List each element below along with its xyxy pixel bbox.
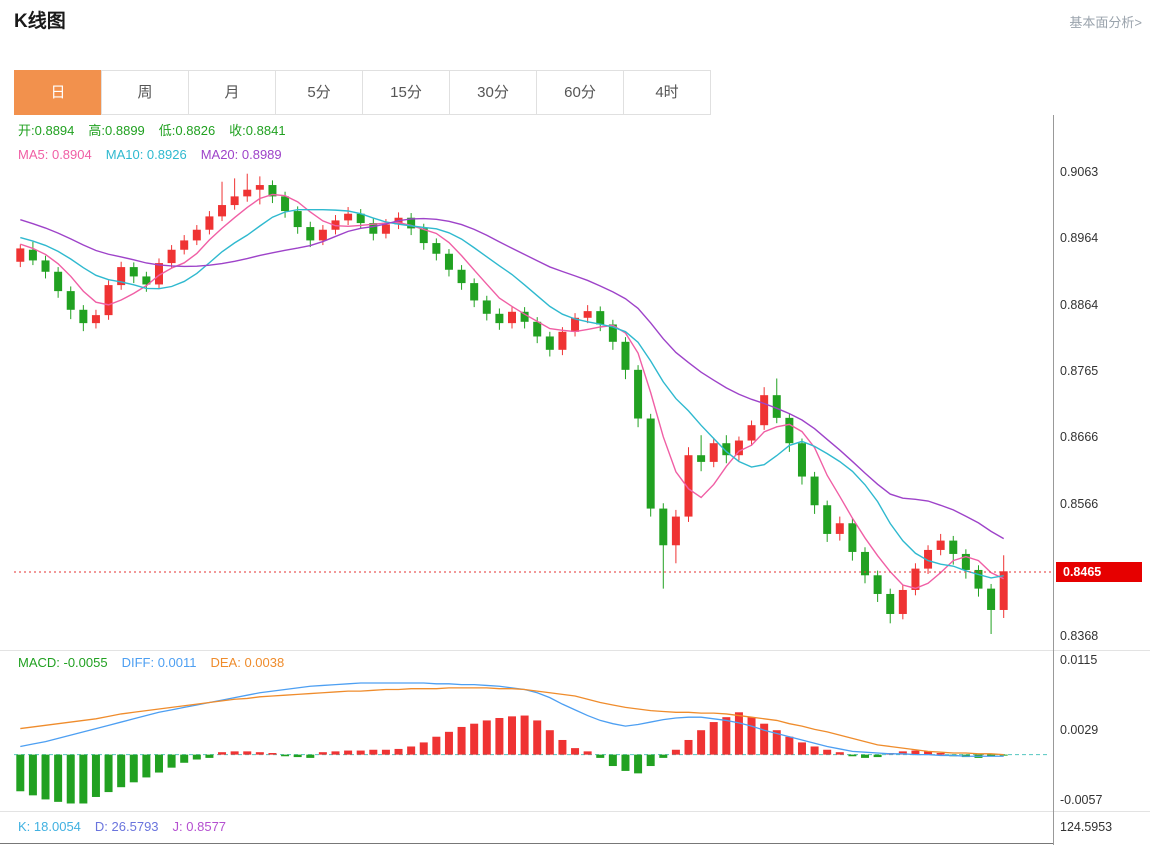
macd-legend: MACD: -0.0055 DIFF: 0.0011 DEA: 0.0038 <box>18 655 298 670</box>
j-label: J: <box>172 819 187 834</box>
macd-value: -0.0055 <box>63 655 108 670</box>
page-title: K线图 <box>14 11 66 32</box>
low-value: 0.8826 <box>175 123 216 138</box>
tab-月[interactable]: 月 <box>188 70 276 115</box>
ma5-label: MA5: <box>18 147 52 162</box>
y-axis-label-macd: 0.0029 <box>1060 723 1099 738</box>
legend-k: K: 18.0054 <box>18 819 81 834</box>
diff-label: DIFF: <box>121 655 158 670</box>
legend-diff: DIFF: 0.0011 <box>122 655 197 670</box>
legend-macd: MACD: -0.0055 <box>18 655 108 670</box>
close-value: 0.8841 <box>245 123 286 138</box>
legend-high: 高:0.8899 <box>88 123 144 138</box>
y-axis-label-main: 0.8566 <box>1060 496 1099 511</box>
ma5-value: 0.8904 <box>51 147 92 162</box>
k-label: K: <box>18 819 34 834</box>
j-value: 0.8577 <box>186 819 227 834</box>
legend-j: J: 0.8577 <box>173 819 227 834</box>
low-label: 低: <box>158 123 176 138</box>
tab-4时[interactable]: 4时 <box>623 70 711 115</box>
y-axis-label-kdj: 124.5953 <box>1060 820 1113 834</box>
ma20-label: MA20: <box>200 147 242 162</box>
y-axis-label-main: 0.9063 <box>1060 165 1099 180</box>
close-label: 收: <box>229 123 246 138</box>
y-axis-label-main: 0.8864 <box>1060 297 1099 312</box>
tab-15分[interactable]: 15分 <box>362 70 450 115</box>
legend-low: 低:0.8826 <box>159 123 215 138</box>
ma10-value: 0.8926 <box>146 147 187 162</box>
legend-close: 收:0.8841 <box>229 123 285 138</box>
dea-label: DEA: <box>210 655 245 670</box>
tab-周[interactable]: 周 <box>101 70 189 115</box>
open-value: 0.8894 <box>34 123 75 138</box>
macd-label: MACD: <box>18 655 64 670</box>
tab-5分[interactable]: 5分 <box>275 70 363 115</box>
ma20-value: 0.8989 <box>241 147 282 162</box>
dea-value: 0.0038 <box>244 655 285 670</box>
tab-日[interactable]: 日 <box>14 70 102 115</box>
y-axis-label-main: 0.8765 <box>1060 363 1099 378</box>
tab-60分[interactable]: 60分 <box>536 70 624 115</box>
y-axis-label-main: 0.8964 <box>1060 231 1099 246</box>
ma10-label: MA10: <box>105 147 147 162</box>
d-label: D: <box>94 819 112 834</box>
d-value: 26.5793 <box>111 819 159 834</box>
y-axis-label-macd: 0.0115 <box>1060 652 1098 667</box>
ma-legend: MA5: 0.8904 MA10: 0.8926 MA20: 0.8989 <box>18 147 296 162</box>
legend-ma5: MA5: 0.8904 <box>18 147 92 162</box>
y-axis-label-main: 0.8368 <box>1060 628 1099 643</box>
high-value: 0.8899 <box>105 123 145 138</box>
kdj-legend: K: 18.0054 D: 26.5793 J: 0.8577 <box>18 819 240 834</box>
high-label: 高: <box>88 123 106 138</box>
tab-30分[interactable]: 30分 <box>449 70 537 115</box>
last-price-tag: 0.8465 <box>1056 561 1142 582</box>
diff-value: 0.0011 <box>157 655 197 670</box>
fundamental-analysis-link[interactable]: 基本面分析> <box>1069 15 1142 30</box>
y-axis-label-main: 0.8666 <box>1060 429 1099 444</box>
legend-open: 开:0.8894 <box>18 123 74 138</box>
open-label: 开: <box>18 123 35 138</box>
legend-dea: DEA: 0.0038 <box>211 655 285 670</box>
legend-ma10: MA10: 0.8926 <box>106 147 187 162</box>
k-value: 18.0054 <box>33 819 81 834</box>
legend-ma20: MA20: 0.8989 <box>201 147 282 162</box>
y-axis-label-macd: -0.0057 <box>1060 793 1103 808</box>
ohlc-legend: 开:0.8894 高:0.8899 低:0.8826 收:0.8841 <box>18 120 300 139</box>
legend-d: D: 26.5793 <box>95 819 159 834</box>
period-tabs: 日周月 5分 15分 30分 60分 4时 <box>14 70 711 115</box>
